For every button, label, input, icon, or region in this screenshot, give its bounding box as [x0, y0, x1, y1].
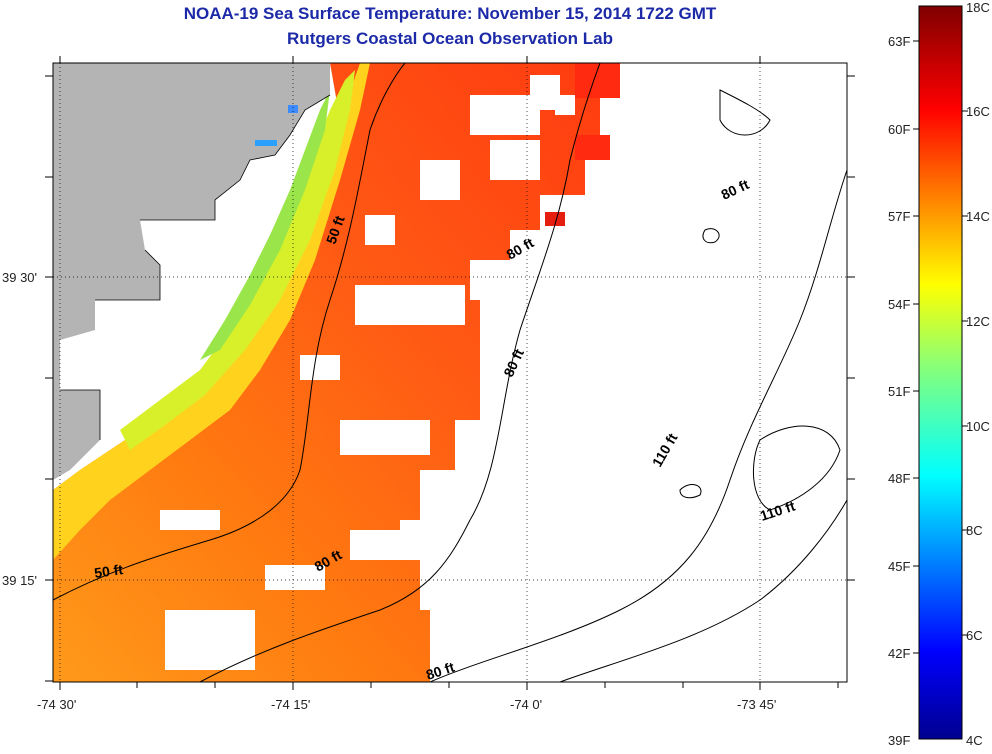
colorbar-fahrenheit-label: 45F: [888, 559, 911, 574]
land-mass: [53, 63, 330, 480]
coastline: [60, 94, 331, 440]
tick-marks: [45, 56, 855, 690]
lon-label: -74 0': [510, 697, 543, 712]
colorbar-celsius-label: 6C: [966, 628, 983, 643]
colorbar-fahrenheit-label: 39F: [888, 733, 911, 748]
colorbar-fahrenheit-label: 60F: [888, 122, 911, 137]
map-subtitle: Rutgers Coastal Ocean Observation Lab: [287, 29, 613, 48]
colorbar-fahrenheit-label: 48F: [888, 471, 911, 486]
map-title: NOAA-19 Sea Surface Temperature: Novembe…: [183, 4, 717, 23]
colorbar-ticks: [913, 40, 968, 654]
warm-patch: [575, 135, 610, 160]
colorbar-fahrenheit-label: 42F: [888, 646, 911, 661]
cool-pixel: [255, 140, 277, 146]
lon-label: -74 30': [37, 697, 77, 712]
depth-contours: [53, 63, 847, 682]
grid-lines: [53, 63, 847, 682]
colorbar-fahrenheit-label: 57F: [888, 209, 911, 224]
lon-label: -73 45': [737, 697, 777, 712]
lat-label: 39 30': [2, 270, 38, 285]
colorbar-celsius-label: 18C: [966, 0, 990, 15]
contour-label: 50 ft: [93, 561, 124, 581]
warm-patch: [545, 212, 565, 226]
colorbar-celsius-label: 12C: [966, 314, 990, 329]
colorbar-fahrenheit-label: 63F: [888, 34, 911, 49]
colorbar-celsius-label: 16C: [966, 104, 990, 119]
colorbar-celsius-label: 4C: [966, 733, 983, 748]
cool-pixel: [288, 105, 298, 113]
colorbar: [918, 5, 963, 740]
lat-label: 39 15': [2, 573, 38, 588]
cloud-gaps: [160, 75, 575, 670]
lon-label: -74 15': [271, 697, 311, 712]
colorbar-fahrenheit-label: 54F: [888, 297, 911, 312]
colorbar-celsius-label: 10C: [966, 419, 990, 434]
colorbar-celsius-label: 14C: [966, 209, 990, 224]
colorbar-celsius-label: 8C: [966, 523, 983, 538]
colorbar-fahrenheit-label: 51F: [888, 384, 911, 399]
map-frame: [52, 62, 848, 683]
sst-coastal-cool: [120, 70, 355, 450]
warm-patch: [575, 63, 620, 98]
